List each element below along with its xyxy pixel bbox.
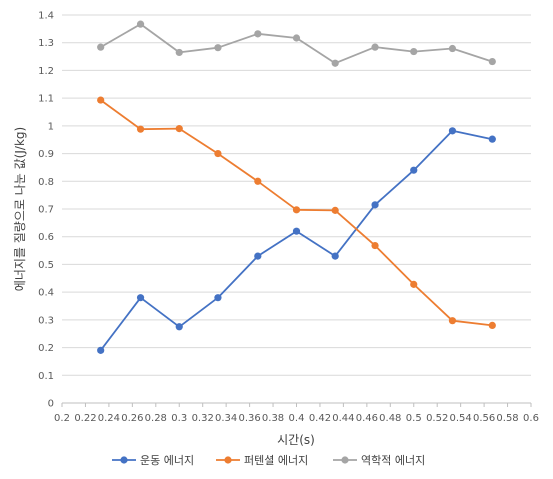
data-point (410, 47, 418, 56)
data-series (97, 20, 496, 354)
y-tick-label: 0.4 (38, 288, 54, 299)
x-tick-label: 0.26 (121, 413, 143, 424)
series-0 (97, 127, 496, 354)
y-axis-tick-labels: 0 0.1 0.2 0.3 0.4 0.5 0.6 0.7 0.8 0.9 1 1.1 1.2 1.3 1.… (38, 11, 54, 410)
data-point (97, 43, 105, 51)
y-tick-label: 1.3 (38, 38, 54, 49)
data-point (488, 135, 496, 143)
x-axis-tick-labels: 0.2 0.22 0.24 0.26 0.28 0.3 0.32 0.34 0.36 0.38 0.… (54, 413, 539, 424)
data-point (331, 206, 339, 214)
y-tick-label: 0.9 (38, 149, 54, 160)
x-tick-label: 0.34 (215, 413, 237, 424)
y-tick-label: 0.3 (38, 315, 54, 326)
data-point (371, 241, 379, 250)
legend-marker (120, 456, 128, 464)
data-point (214, 294, 222, 302)
series-2 (97, 20, 496, 67)
data-point (331, 59, 339, 67)
x-tick-label: 0.3 (171, 413, 187, 424)
x-tick-label: 0.22 (74, 413, 96, 424)
data-point (254, 252, 262, 260)
y-tick-label: 1 (48, 121, 54, 132)
x-tick-label: 0.2 (54, 413, 70, 424)
legend-marker (341, 456, 349, 464)
data-point (448, 44, 457, 53)
x-tick-label: 0.44 (332, 413, 354, 424)
legend: 운동 에너지 퍼텐셜 에너지 역학적 에너지 (112, 454, 425, 467)
y-tick-label: 0.5 (38, 260, 54, 271)
x-tick-label: 0.58 (496, 413, 518, 424)
x-tick-label: 0.28 (145, 413, 167, 424)
data-point (371, 201, 379, 209)
x-tick-label: 0.56 (473, 413, 495, 424)
legend-label: 운동 에너지 (140, 454, 194, 467)
x-axis-title: 시간(s) (277, 433, 315, 447)
y-tick-label: 0.6 (38, 232, 54, 243)
data-point (175, 125, 183, 133)
data-point (331, 252, 339, 260)
data-point (136, 294, 145, 302)
legend-item: 퍼텐셜 에너지 (216, 454, 308, 467)
data-point (488, 321, 496, 329)
x-tick-label: 0.52 (426, 413, 448, 424)
data-point (410, 280, 418, 288)
data-point (448, 317, 457, 325)
data-point (371, 43, 379, 51)
x-tick-label: 0.36 (238, 413, 260, 424)
legend-item: 역학적 에너지 (333, 454, 425, 467)
x-tick-label: 0.54 (450, 413, 472, 424)
x-tick-label: 0.38 (262, 413, 284, 424)
y-axis-title: 에너지를 질량으로 나눈 값(J/kg) (13, 127, 27, 291)
y-tick-label: 0.1 (38, 371, 54, 382)
data-point (292, 34, 301, 42)
data-point (254, 177, 262, 185)
data-point (214, 149, 222, 158)
x-tick-label: 0.5 (406, 413, 422, 424)
y-tick-label: 1.4 (38, 11, 54, 22)
x-tick-label: 0.4 (289, 413, 305, 424)
x-tick-label: 0.32 (192, 413, 214, 424)
x-tick-label: 0.42 (309, 413, 331, 424)
y-tick-label: 0.8 (38, 177, 54, 188)
x-tick-label: 0.46 (356, 413, 378, 424)
data-point (254, 30, 262, 38)
data-point (410, 166, 418, 174)
legend-label: 퍼텐셜 에너지 (244, 454, 308, 467)
legend-item: 운동 에너지 (112, 454, 194, 467)
x-tick-label: 0.24 (98, 413, 120, 424)
y-tick-label: 1.1 (38, 94, 54, 105)
y-tick-label: 0.2 (38, 343, 54, 354)
data-point (136, 125, 145, 133)
data-point (175, 323, 183, 331)
data-point (97, 96, 105, 104)
data-point (214, 44, 222, 52)
series-1 (97, 96, 496, 329)
data-point (136, 20, 145, 28)
y-tick-label: 0 (48, 399, 54, 410)
legend-label: 역학적 에너지 (361, 454, 425, 467)
data-point (448, 127, 457, 135)
y-tick-label: 0.7 (38, 205, 54, 216)
data-point (292, 206, 301, 214)
x-tick-label: 0.6 (523, 413, 539, 424)
data-point (488, 57, 496, 66)
legend-marker (224, 456, 232, 464)
data-point (175, 48, 183, 57)
data-point (97, 346, 105, 354)
y-tick-label: 1.2 (38, 66, 54, 77)
data-point (292, 227, 301, 235)
x-tick-label: 0.48 (379, 413, 401, 424)
